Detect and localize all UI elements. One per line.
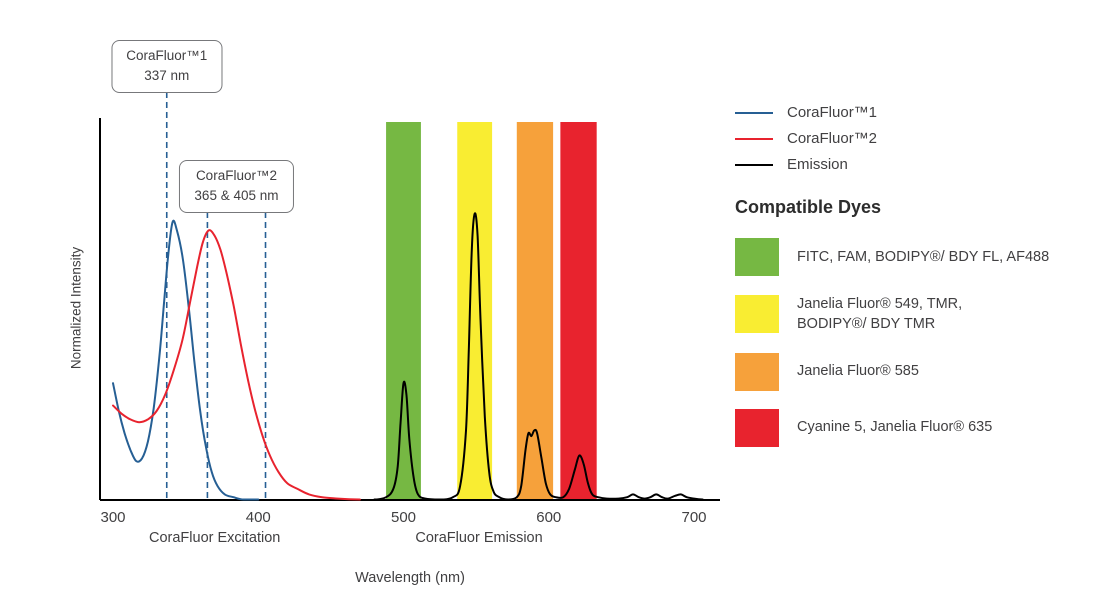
dye-item: FITC, FAM, BODIPY®/ BDY FL, AF488 — [735, 238, 1107, 276]
excitation-axis-label: CoraFluor Excitation — [148, 530, 281, 546]
legend-item: CoraFluor™1 — [735, 104, 1107, 121]
callout-corafluor1-title: CoraFluor™1 — [126, 48, 208, 63]
dye-label: Janelia Fluor® 549, TMR, BODIPY®/ BDY TM… — [797, 296, 963, 333]
legend-panel: CoraFluor™1 CoraFluor™2 Emission Compatibl… — [735, 104, 1107, 465]
series-Emission — [373, 212, 704, 501]
x-tick-500: 500 — [391, 509, 416, 526]
compatible-dyes-list: FITC, FAM, BODIPY®/ BDY FL, AF488 Janelia… — [735, 238, 1107, 447]
callout-corafluor2-value: 365 & 405 nm — [194, 188, 279, 204]
series-CoraFluor™2 — [112, 229, 361, 501]
callout-corafluor2-title: CoraFluor™2 — [195, 168, 277, 183]
dye-item: Cyanine 5, Janelia Fluor® 635 — [735, 408, 1107, 447]
dye-color-swatch — [735, 295, 779, 334]
x-tick-300: 300 — [100, 509, 125, 526]
series-CoraFluor™1 — [112, 219, 260, 501]
legend-line-swatch — [735, 111, 773, 114]
dye-label: Cyanine 5, Janelia Fluor® 635 — [797, 419, 993, 436]
band-red — [560, 122, 597, 500]
legend-item: Emission — [735, 156, 1107, 173]
legend-label: CoraFluor™1 — [787, 104, 878, 121]
x-tick-400: 400 — [246, 509, 271, 526]
x-tick-600: 600 — [536, 509, 561, 526]
band-green — [386, 122, 421, 500]
dye-color-swatch — [735, 352, 779, 391]
dye-item: Janelia Fluor® 549, TMR, BODIPY®/ BDY TM… — [735, 294, 1107, 335]
band-orange — [516, 122, 554, 500]
legend-item: CoraFluor™2 — [735, 130, 1107, 147]
compatible-dyes-title: Compatible Dyes — [735, 197, 882, 217]
legend-line-swatch — [735, 163, 773, 166]
x-tick-700: 700 — [681, 509, 706, 526]
callout-corafluor2: CoraFluor™2 365 & 405 nm — [179, 160, 294, 213]
legend-line-swatch — [735, 137, 773, 140]
legend-label: Emission — [787, 156, 848, 173]
dye-label: Janelia Fluor® 585 — [797, 363, 919, 380]
legend: CoraFluor™1 CoraFluor™2 Emission — [735, 104, 1107, 173]
dye-color-swatch — [735, 408, 779, 447]
dye-color-swatch — [735, 238, 779, 276]
y-axis-label: Normalized Intensity — [68, 246, 84, 370]
x-axis-label: Wavelength (nm) — [355, 570, 465, 586]
dye-label: FITC, FAM, BODIPY®/ BDY FL, AF488 — [797, 248, 1050, 265]
callout-corafluor1-value: 337 nm — [144, 68, 190, 84]
callout-corafluor1: CoraFluor™1 337 nm — [111, 40, 223, 93]
dye-item: Janelia Fluor® 585 — [735, 352, 1107, 391]
emission-axis-label: CoraFluor Emission — [415, 530, 543, 546]
legend-label: CoraFluor™2 — [787, 130, 878, 147]
